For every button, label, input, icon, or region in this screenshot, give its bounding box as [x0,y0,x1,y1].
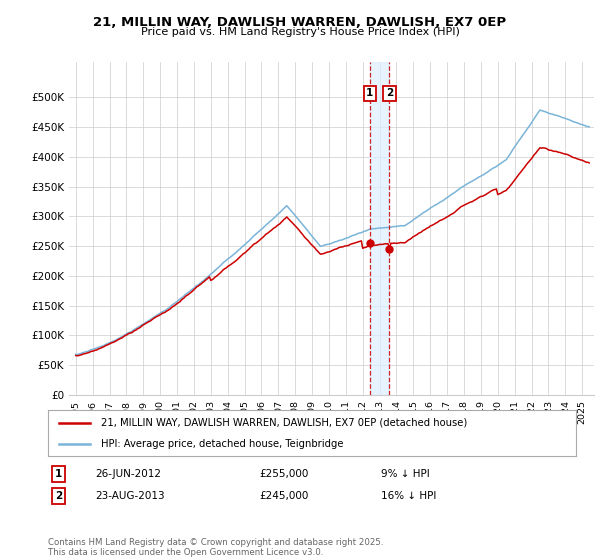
Text: 9% ↓ HPI: 9% ↓ HPI [380,469,430,479]
Text: 23-AUG-2013: 23-AUG-2013 [95,491,165,501]
Text: 26-JUN-2012: 26-JUN-2012 [95,469,161,479]
Text: 21, MILLIN WAY, DAWLISH WARREN, DAWLISH, EX7 0EP: 21, MILLIN WAY, DAWLISH WARREN, DAWLISH,… [94,16,506,29]
Text: 1: 1 [366,88,373,98]
Text: 2: 2 [55,491,62,501]
Text: Price paid vs. HM Land Registry's House Price Index (HPI): Price paid vs. HM Land Registry's House … [140,27,460,37]
Text: 1: 1 [55,469,62,479]
Text: 16% ↓ HPI: 16% ↓ HPI [380,491,436,501]
Text: HPI: Average price, detached house, Teignbridge: HPI: Average price, detached house, Teig… [101,439,343,449]
Text: 21, MILLIN WAY, DAWLISH WARREN, DAWLISH, EX7 0EP (detached house): 21, MILLIN WAY, DAWLISH WARREN, DAWLISH,… [101,418,467,428]
Text: Contains HM Land Registry data © Crown copyright and database right 2025.
This d: Contains HM Land Registry data © Crown c… [48,538,383,557]
Text: 2: 2 [386,88,393,98]
Text: £245,000: £245,000 [259,491,308,501]
Bar [370,62,389,395]
Text: £255,000: £255,000 [259,469,308,479]
